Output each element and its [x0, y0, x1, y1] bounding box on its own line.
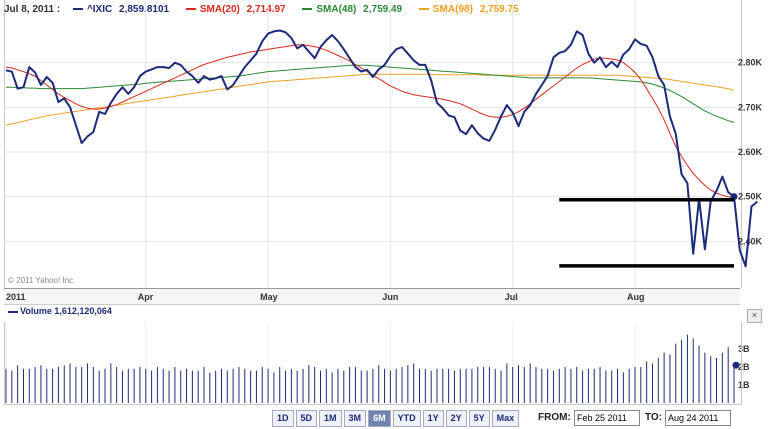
legend-sma48-name: SMA(48): [316, 4, 357, 15]
legend-sma48-value: 2,759.49: [363, 4, 403, 15]
range-button-6m[interactable]: 6M: [368, 410, 391, 427]
legend-sma20: SMA(20) 2,714.97: [200, 4, 290, 15]
volume-tick-label: 3B: [738, 344, 750, 354]
sma20-swatch: [185, 8, 196, 11]
y-tick-label: 2.60K: [738, 147, 763, 157]
legend-date: Jul 8, 2011 :: [4, 4, 61, 15]
range-button-3m[interactable]: 3M: [343, 410, 367, 427]
x-axis: [4, 288, 740, 305]
y-tick-label: 2.80K: [738, 58, 763, 68]
price-plot-area: [4, 0, 742, 288]
legend-ixic: ^IXIC 2,859.8101: [87, 4, 173, 15]
range-button-1m[interactable]: 1M: [319, 410, 342, 427]
from-date-input[interactable]: [574, 410, 640, 426]
from-label: FROM:: [538, 412, 571, 423]
series-line-sma-48-: [6, 64, 735, 123]
to-date-input[interactable]: [665, 410, 731, 426]
x-tick-label: Aug: [626, 292, 645, 302]
series-line-sma-20-: [5, 44, 735, 199]
range-selector: 1D 5D 1M 3M 6M YTD 1Y 2Y 5Y Max: [272, 410, 521, 427]
legend-sma98-value: 2,759.75: [479, 4, 519, 15]
y-tick-label: 2.50K: [738, 192, 763, 202]
range-button-max[interactable]: Max: [491, 410, 520, 427]
range-button-1y[interactable]: 1Y: [422, 410, 444, 427]
legend-ixic-name: ^IXIC: [86, 4, 113, 15]
volume-header: Volume 1,612,120,064: [4, 306, 740, 320]
legend-sma20-value: 2,714.97: [246, 4, 286, 15]
legend-ixic-value: 2,859.8101: [119, 4, 170, 15]
volume-plot-area: [4, 322, 742, 405]
range-button-1d[interactable]: 1D: [272, 410, 294, 427]
x-tick-label: May: [260, 292, 278, 302]
y-tick-label: 2.70K: [738, 102, 763, 112]
series-line-sma-98-: [5, 73, 735, 126]
volume-swatch: [8, 310, 18, 313]
legend-sma48: SMA(48) 2,759.49: [316, 4, 406, 15]
legend-sma98: SMA(98) 2,759.75: [433, 4, 523, 15]
legend: Jul 8, 2011 : ^IXIC 2,859.8101 SMA(20) 2…: [4, 4, 527, 18]
sma98-swatch: [418, 8, 429, 11]
range-button-2y[interactable]: 2Y: [445, 410, 467, 427]
close-volume-icon[interactable]: ×: [747, 309, 762, 323]
sma48-swatch: [302, 8, 313, 11]
x-tick-label: Jul: [504, 292, 518, 302]
range-button-5y[interactable]: 5Y: [468, 410, 490, 427]
volume-last-marker: [732, 361, 740, 369]
volume-label: Volume: [20, 306, 52, 316]
series-line--ixic: [5, 29, 758, 268]
volume-value: 1,612,120,064: [54, 306, 112, 316]
x-tick-label: Jun: [382, 292, 399, 302]
y-tick-label: 2.40K: [738, 236, 763, 246]
x-tick-label: Apr: [137, 292, 154, 302]
legend-sma98-name: SMA(98): [432, 4, 473, 15]
copyright: © 2011 Yahoo! Inc.: [8, 276, 76, 285]
volume-tick-label: 1B: [738, 380, 750, 390]
volume-tick-label: 2B: [738, 362, 750, 372]
ixic-swatch: [72, 8, 83, 11]
x-tick-label: 2011: [6, 292, 26, 302]
range-button-5d[interactable]: 5D: [295, 410, 318, 427]
legend-sma20-name: SMA(20): [199, 4, 240, 15]
to-label: TO:: [645, 412, 663, 423]
range-button-ytd[interactable]: YTD: [392, 410, 421, 427]
